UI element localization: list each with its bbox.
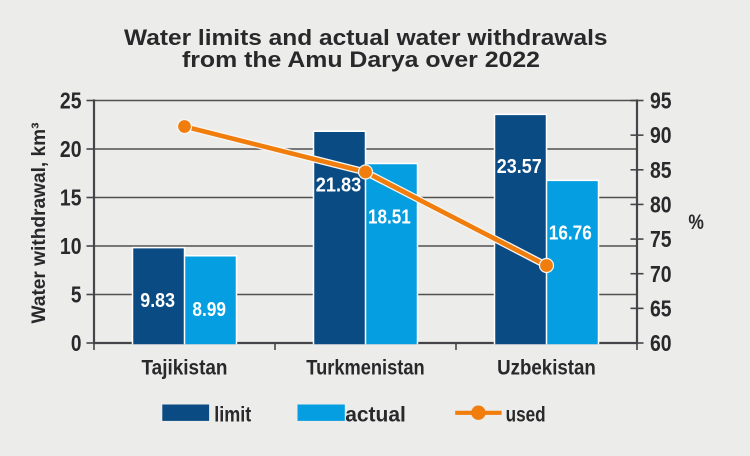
svg-text:70: 70 (650, 261, 672, 287)
svg-text:8.99: 8.99 (192, 299, 226, 321)
svg-text:95: 95 (650, 88, 672, 114)
svg-text:Uzbekistan: Uzbekistan (497, 356, 596, 379)
svg-text:from the Amu Darya over 2022: from the Amu Darya over 2022 (182, 47, 540, 72)
svg-text:60: 60 (650, 330, 672, 356)
svg-text:15: 15 (60, 185, 82, 211)
svg-text:Tajikistan: Tajikistan (142, 356, 228, 379)
svg-text:16.76: 16.76 (549, 223, 592, 245)
svg-text:90: 90 (650, 122, 672, 148)
svg-text:used: used (506, 403, 546, 426)
svg-text:Turkmenistan: Turkmenistan (306, 356, 424, 379)
svg-text:65: 65 (650, 295, 672, 321)
svg-text:80: 80 (650, 192, 672, 218)
svg-text:85: 85 (650, 157, 672, 183)
svg-text:actual: actual (345, 403, 406, 426)
svg-text:23.57: 23.57 (497, 156, 542, 178)
svg-text:limit: limit (214, 403, 251, 426)
svg-text:25: 25 (60, 88, 82, 114)
svg-text:10: 10 (60, 233, 82, 259)
svg-text:9.83: 9.83 (140, 290, 175, 312)
svg-text:Water withdrawal, km³: Water withdrawal, km³ (29, 123, 50, 324)
svg-text:Water limits and actual water: Water limits and actual water withdrawal… (124, 25, 608, 50)
svg-text:%: % (688, 210, 704, 234)
svg-text:21.83: 21.83 (316, 175, 362, 197)
svg-text:20: 20 (60, 136, 82, 162)
svg-text:0: 0 (71, 330, 82, 356)
svg-text:75: 75 (650, 226, 672, 252)
svg-text:18.51: 18.51 (368, 206, 411, 228)
svg-text:5: 5 (71, 282, 82, 308)
